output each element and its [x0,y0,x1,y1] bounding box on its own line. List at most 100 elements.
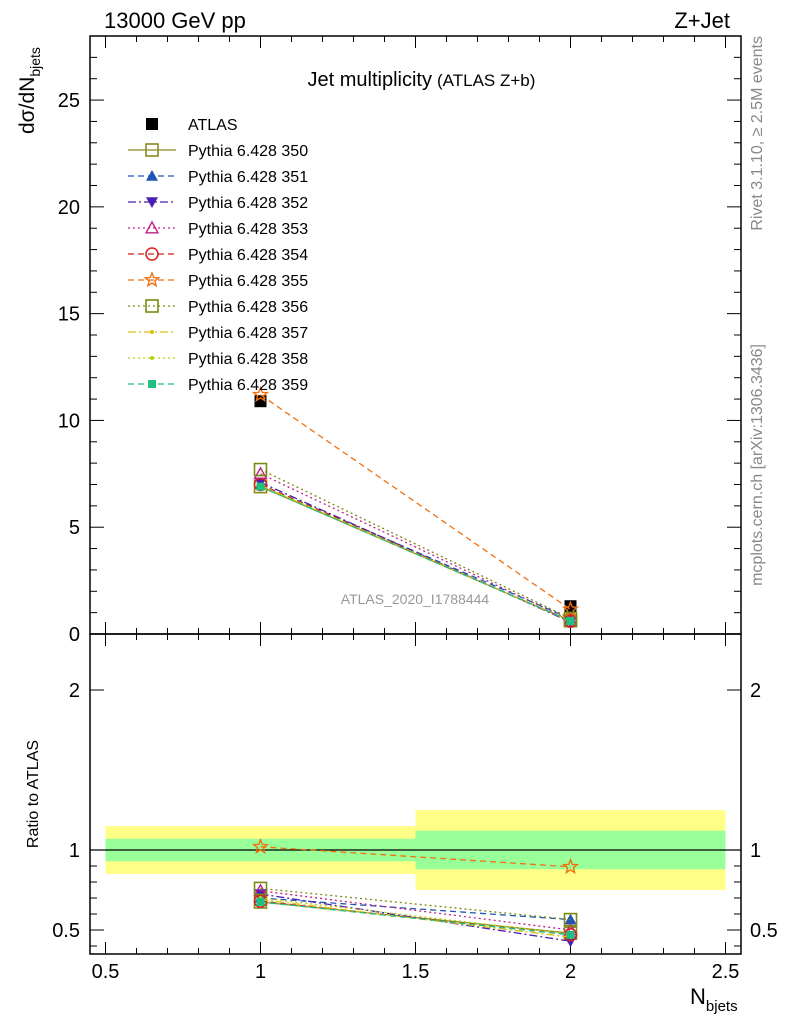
y-tick-label: 15 [58,304,80,326]
ratio-series-pythia-6-428-355 [251,837,580,875]
legend-entry: Pythia 6.428 357 [128,325,308,342]
legend-label: Pythia 6.428 351 [188,169,308,186]
ratio-y-tick-label-right: 2 [750,680,761,702]
data-point [564,600,577,613]
ratio-data-point [253,881,268,896]
legend-entry: Pythia 6.428 356 [128,299,308,316]
legend-marker [144,220,160,234]
ratio-y-tick-label-right: 1 [750,840,761,862]
series-pythia-6-428-355 [251,385,580,617]
legend-marker [146,170,158,181]
legend-marker [150,330,154,334]
ratio-series-line [260,890,571,931]
legend-marker [146,197,158,208]
series-line [260,468,571,619]
x-axis-label-sub: bjets [706,998,738,1015]
mcplots-label: mcplots.cern.ch [arXiv:1306.3436] [749,344,766,586]
y-tick-label: 0 [69,624,80,646]
ratio-series-line [260,897,571,935]
series-line [260,473,571,621]
legend-entry: Pythia 6.428 353 [128,220,308,238]
y-tick-label: 25 [58,90,80,112]
legend-label: Pythia 6.428 350 [188,143,308,160]
ratio-y-tick-label-right: 0.5 [750,920,778,942]
y-tick-label: 10 [58,410,80,432]
main-series-layer [251,385,580,629]
data-point [251,385,270,403]
chart-title: Jet multiplicity [308,69,432,91]
ratio-y-tick-label: 0.5 [52,920,80,942]
legend-marker [150,356,154,360]
legend-entry: Pythia 6.428 359 [128,377,308,394]
ratio-data-point [256,898,265,906]
y-tick-label: 5 [69,517,80,539]
chart-subtitle: (ATLAS Z+b) [437,71,535,90]
x-tick-label: 1.5 [402,961,430,983]
ratio-y-axis-label: Ratio to ATLAS [25,740,42,848]
series-line [260,394,571,610]
ratio-series-pythia-6-428-351 [254,892,577,925]
x-tick-label: 2.5 [712,961,740,983]
main-y-axis-label: dσ/dNbjets [16,47,43,134]
ratio-series-pythia-6-428-359 [256,898,575,939]
ratio-series-pythia-6-428-356 [253,881,578,927]
legend-label: Pythia 6.428 358 [188,351,308,368]
legend-entry: Pythia 6.428 358 [128,351,308,368]
series-line [260,486,571,622]
x-axis-label: Nbjets [690,984,738,1015]
header-channel-label: Z+Jet [674,8,730,33]
legend: ATLAS Pythia 6.428 350 Pythia 6.428 351 Pyt… [128,117,308,394]
main-axes: 0 5 10 15 20 25 [58,35,741,954]
ratio-series-line [260,887,571,921]
legend-entry: ATLAS [146,117,238,134]
x-tick-label: 0.5 [92,961,120,983]
legend-marker [145,247,159,261]
ratio-y-tick-label: 1 [69,840,80,862]
ratio-series-layer [251,837,580,948]
rivet-version-label: Rivet 3.1.10, ≥ 2.5M events [749,36,766,231]
legend-label: Pythia 6.428 352 [188,195,308,212]
legend-marker [145,299,159,313]
ratio-data-point [561,857,580,875]
legend-marker [148,380,156,388]
ratio-series-pythia-6-428-353 [253,883,578,936]
data-point [253,466,268,480]
data-point [253,462,268,477]
legend-label: Pythia 6.428 359 [188,377,308,394]
x-tick-label: 2 [565,961,576,983]
legend-entry: Pythia 6.428 354 [128,247,308,264]
series-pythia-6-428-359 [256,482,575,625]
legend-entry: Pythia 6.428 351 [128,169,308,186]
ratio-data-point [564,936,577,948]
legend-label: Pythia 6.428 355 [188,273,308,290]
ratio-data-point [251,837,270,855]
ratio-axes: 0.5 1 1.5 2 2.5 0.5 0.5 1 1 2 2 [52,680,778,983]
legend-label: Pythia 6.428 357 [188,325,308,342]
legend-marker [143,271,161,288]
legend-entry: Pythia 6.428 355 [128,271,308,290]
main-title: Jet multiplicity (ATLAS Z+b) [308,69,536,91]
data-point [256,482,265,491]
data-point [566,616,575,625]
ratio-data-point [563,912,578,927]
x-tick-label: 1 [255,961,266,983]
legend-label: ATLAS [188,117,238,134]
y-axis-label-main-sub: bjets [27,47,43,77]
analysis-label: ATLAS_2020_I1788444 [341,591,490,607]
legend-entry: Pythia 6.428 352 [128,195,308,212]
ratio-panel-frame [89,633,742,955]
legend-entry: Pythia 6.428 350 [128,143,308,160]
svg-text:dσ/dNbjets: dσ/dNbjets [16,47,43,134]
legend-marker [146,118,158,130]
ratio-series-line [260,846,571,868]
y-tick-label: 20 [58,197,80,219]
ratio-series-line [260,901,571,936]
legend-label: Pythia 6.428 353 [188,221,308,238]
y-axis-label-main: dσ/dN [16,77,39,134]
x-axis-label-main: N [690,984,706,1009]
ratio-data-point [566,930,575,939]
legend-label: Pythia 6.428 354 [188,247,308,264]
legend-marker [145,143,159,157]
ratio-y-tick-label: 2 [69,680,80,702]
